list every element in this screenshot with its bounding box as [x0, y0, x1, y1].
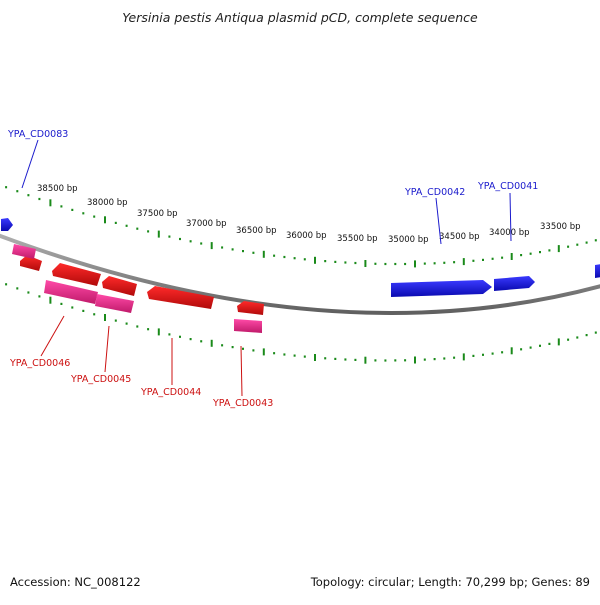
scale-label: 33500 bp [540, 222, 581, 232]
gene-arrow[interactable] [95, 294, 134, 313]
gene-labels-top: YPA_CD0083 YPA_CD0042 YPA_CD0041 [7, 129, 538, 198]
gene-arrow[interactable] [237, 301, 264, 315]
gene-label[interactable]: YPA_CD0041 [477, 181, 538, 192]
gene-arrow[interactable] [1, 218, 13, 231]
scale-label: 38500 bp [37, 184, 78, 194]
gene-arrow[interactable] [234, 319, 262, 333]
forward-strand-genes [1, 218, 600, 297]
accession-text: Accession: NC_008122 [10, 575, 141, 589]
scale-label: 38000 bp [87, 198, 128, 208]
scale-label: 37500 bp [137, 209, 178, 219]
inner-scale-ring [5, 283, 597, 364]
gene-arrow[interactable] [595, 264, 600, 278]
plasmid-backbone [0, 233, 600, 315]
outer-scale-ring [5, 186, 597, 268]
gene-label[interactable]: YPA_CD0043 [212, 398, 273, 409]
gene-label[interactable]: YPA_CD0045 [70, 374, 131, 385]
gene-arrow[interactable] [12, 244, 36, 259]
topology-text: Topology: circular; Length: 70,299 bp; G… [310, 575, 590, 589]
scale-label: 35500 bp [337, 234, 378, 244]
gene-arrow[interactable] [102, 276, 137, 296]
scale-label: 36000 bp [286, 231, 327, 241]
gene-label[interactable]: YPA_CD0046 [9, 358, 70, 369]
gene-labels-bottom: YPA_CD0046 YPA_CD0045 YPA_CD0044 YPA_CD0… [9, 358, 273, 409]
map-title: Yersinia pestis Antiqua plasmid pCD, com… [122, 10, 478, 25]
scale-label: 36500 bp [236, 226, 277, 236]
gene-label[interactable]: YPA_CD0044 [140, 387, 201, 398]
reverse-strand-genes [12, 244, 264, 333]
gene-arrow[interactable] [44, 280, 98, 304]
gene-arrow[interactable] [494, 276, 535, 291]
scale-label: 35000 bp [388, 235, 429, 245]
scale-label: 37000 bp [186, 219, 227, 229]
scale-labels: 38500 bp 38000 bp 37500 bp 37000 bp 3650… [37, 184, 581, 245]
gene-label[interactable]: YPA_CD0042 [404, 187, 465, 198]
gene-label[interactable]: YPA_CD0083 [7, 129, 68, 140]
gene-arrow[interactable] [52, 263, 101, 286]
scale-label: 34000 bp [489, 228, 530, 238]
gene-arrow[interactable] [20, 255, 42, 271]
scale-label: 34500 bp [439, 232, 480, 242]
leader-lines [21, 139, 512, 397]
gene-arrow[interactable] [391, 280, 492, 297]
gene-arrow[interactable] [147, 286, 214, 309]
